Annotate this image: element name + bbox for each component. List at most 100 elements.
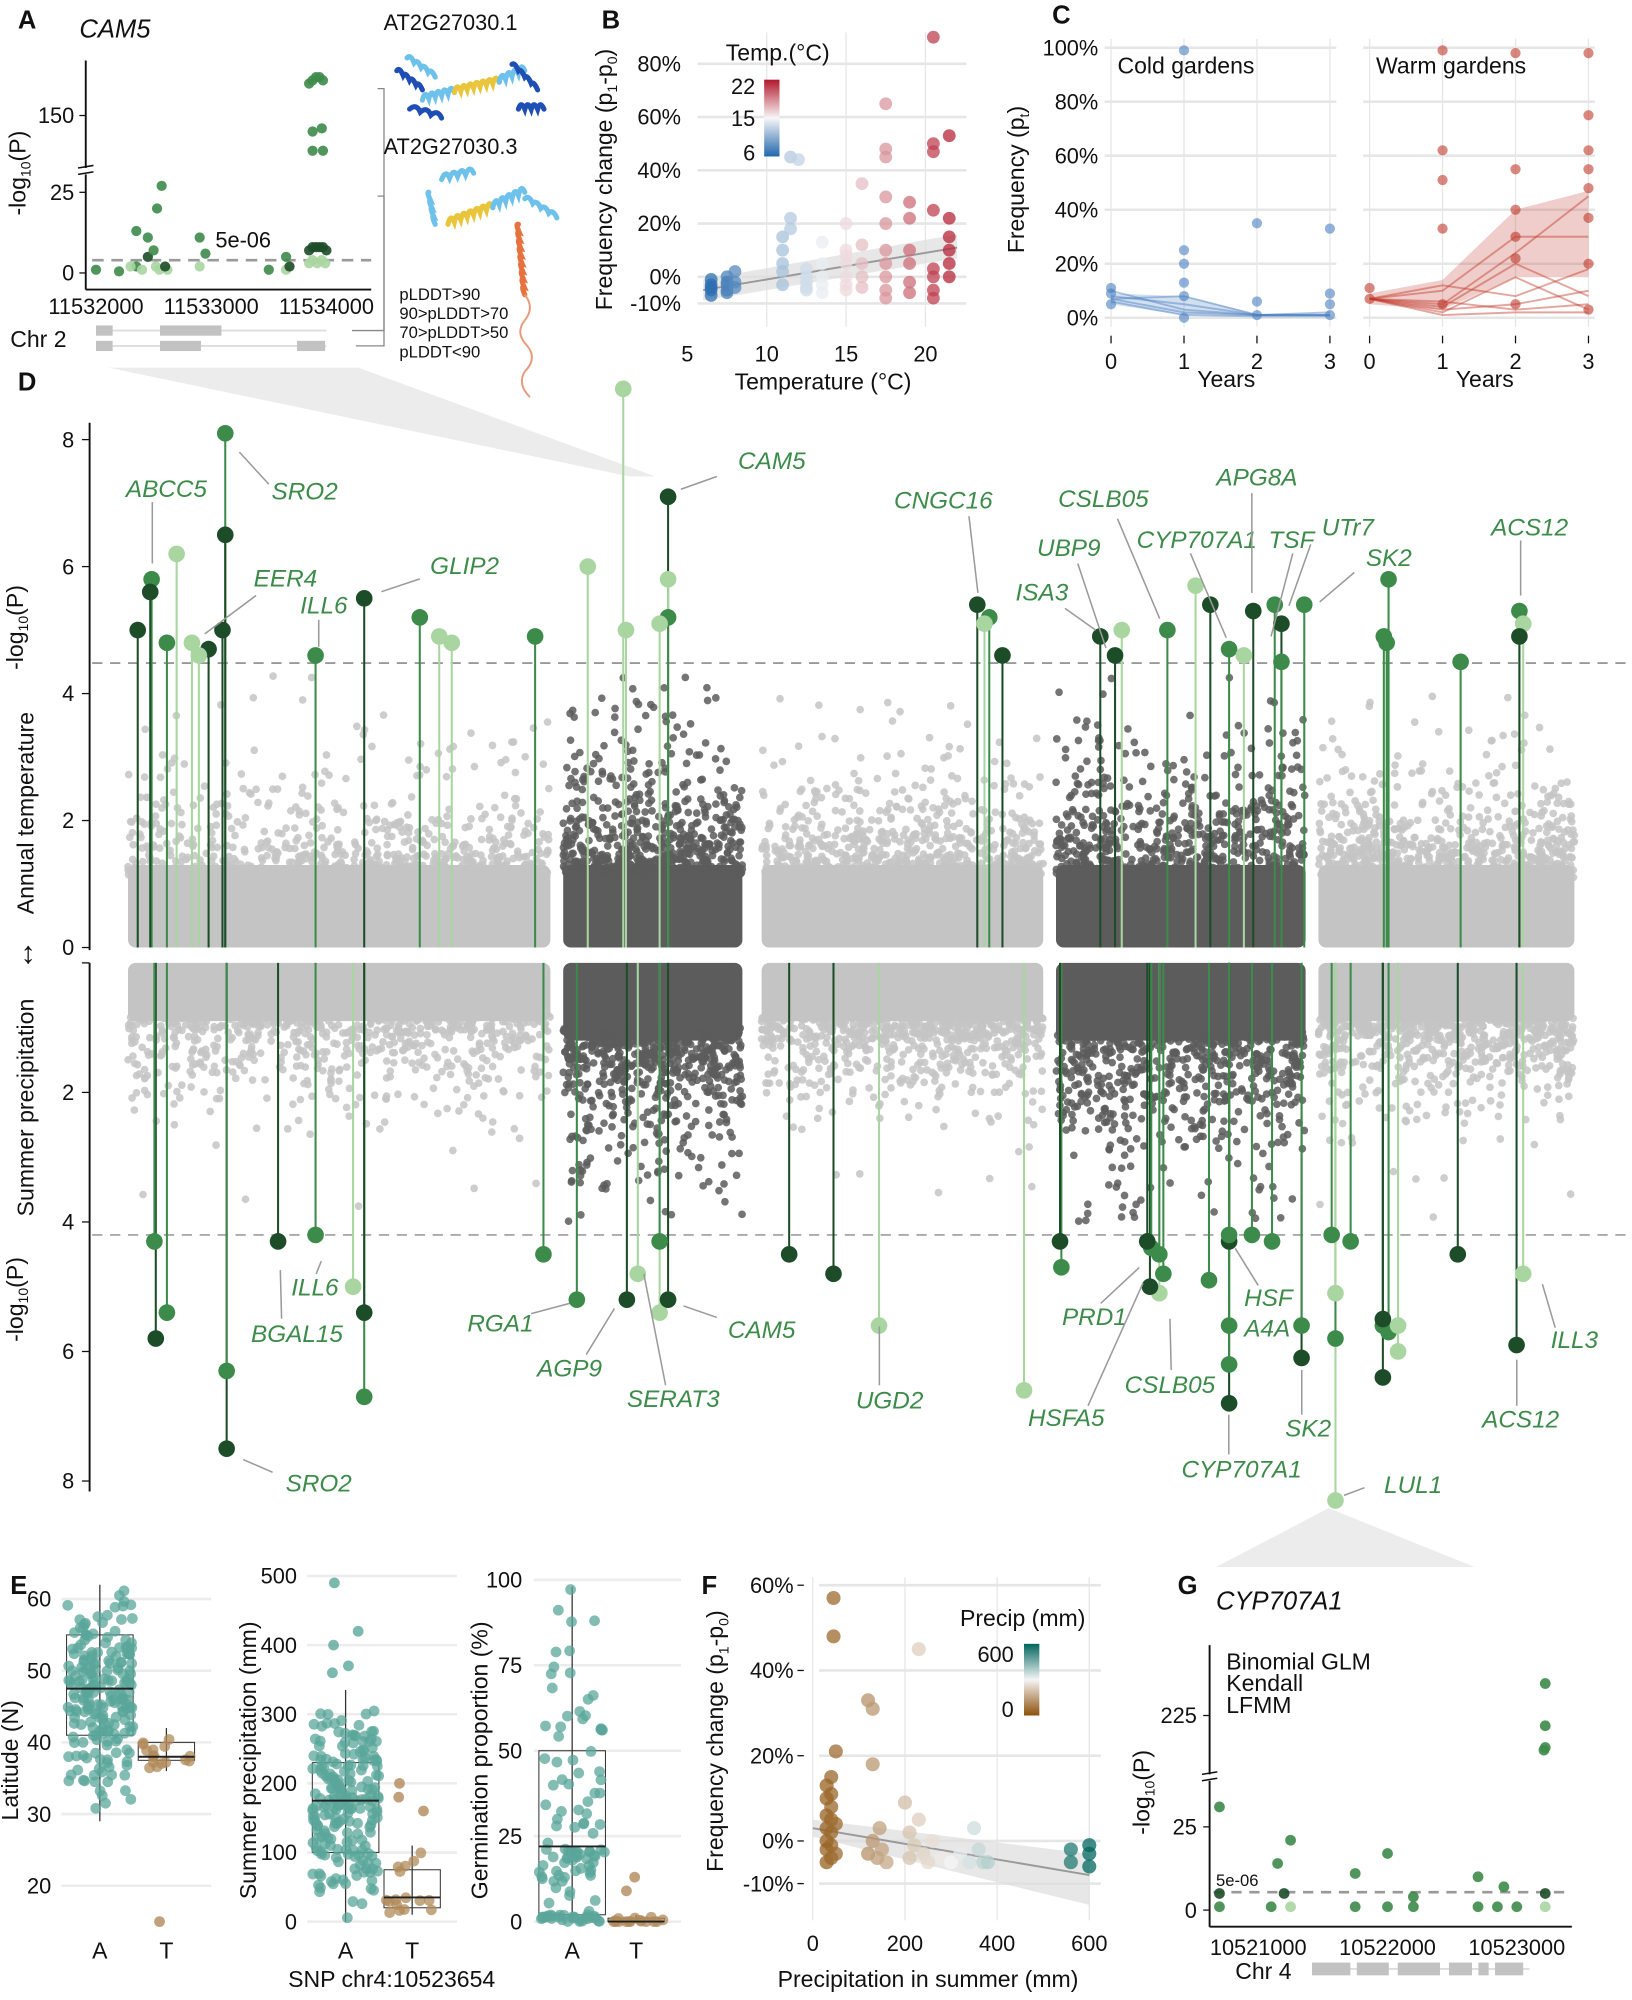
snp-point — [942, 1063, 950, 1072]
data-point — [1510, 47, 1521, 59]
snp-point — [588, 850, 597, 858]
snp-point — [1192, 853, 1201, 862]
snp-point — [582, 1161, 591, 1169]
snp-point — [692, 839, 700, 847]
protein-structure — [404, 54, 438, 80]
snp-point — [335, 1077, 343, 1086]
snp-point — [283, 1125, 292, 1133]
snp-point — [183, 839, 192, 848]
snp-point — [578, 785, 587, 794]
snp-point — [1032, 734, 1041, 743]
snp-point — [899, 1050, 907, 1059]
snp-point — [601, 1185, 610, 1193]
snp-point — [124, 770, 133, 779]
snp-point — [382, 1057, 391, 1065]
snp-point — [576, 1091, 584, 1099]
snp-point — [1216, 859, 1225, 868]
snp-point — [971, 1109, 980, 1118]
snp-point — [1234, 863, 1242, 872]
snp-point — [647, 796, 656, 805]
snp-point — [355, 1093, 364, 1102]
protein-structure — [522, 194, 560, 221]
snp-point — [600, 1080, 609, 1088]
snp-point — [627, 783, 635, 791]
snp-point — [909, 1065, 917, 1074]
snp-point — [411, 1065, 420, 1074]
snp-point — [580, 772, 588, 781]
colorbar — [764, 79, 780, 157]
snp-point — [158, 1026, 167, 1035]
snp-point — [274, 829, 282, 837]
snp-point — [1005, 1063, 1014, 1072]
snp-point — [441, 1012, 450, 1021]
snp-point — [833, 826, 842, 834]
snp-point — [261, 1075, 269, 1084]
snp-point — [669, 1028, 678, 1036]
snp-point — [970, 1016, 979, 1024]
snp-point — [728, 1096, 736, 1104]
snp-point — [806, 776, 815, 785]
snp-point — [1174, 825, 1183, 834]
snp-point — [1080, 844, 1089, 853]
snp-point — [761, 1012, 770, 1021]
snp-point — [942, 866, 951, 875]
snp-point — [1124, 725, 1132, 733]
data-point — [1437, 223, 1448, 234]
data-point — [317, 145, 329, 156]
snp-point — [673, 802, 681, 810]
x-axis-title: Years — [1197, 366, 1255, 392]
snp-point — [125, 1024, 133, 1033]
snp-point — [863, 1018, 872, 1026]
facet-title: Warm gardens — [1376, 52, 1526, 78]
snp-point — [400, 838, 409, 846]
snp-point — [1082, 790, 1090, 799]
snp-point — [1221, 799, 1230, 807]
snp-point — [500, 791, 509, 800]
snp-point — [890, 788, 899, 796]
snp-point — [966, 1063, 975, 1071]
snp-point — [354, 1202, 363, 1210]
snp-point — [383, 840, 391, 849]
snp-point — [287, 806, 295, 815]
snp-point — [638, 1049, 647, 1058]
snp-point — [132, 814, 141, 822]
snp-point — [522, 852, 531, 861]
snp-point — [909, 1077, 917, 1086]
snp-point — [357, 755, 365, 764]
snp-point — [698, 868, 707, 877]
snp-point — [1037, 1026, 1046, 1035]
colorbar-label: 6 — [743, 140, 755, 165]
snp-point — [315, 870, 324, 879]
snp-point — [385, 1041, 394, 1049]
snp-point — [184, 867, 193, 876]
snp-point — [835, 786, 843, 795]
axis-break — [78, 168, 94, 175]
snp-point — [387, 1032, 396, 1041]
snp-point — [600, 867, 609, 875]
snp-point — [955, 1014, 964, 1023]
snp-point — [451, 838, 459, 847]
snp-point — [1030, 847, 1039, 855]
snp-point — [128, 871, 137, 879]
snp-point — [1258, 832, 1267, 841]
data-point — [926, 145, 940, 159]
snp-point — [410, 1031, 419, 1039]
snp-point — [817, 1023, 826, 1032]
snp-point — [494, 872, 503, 881]
snp-point — [1288, 1195, 1297, 1203]
snp-point — [1107, 806, 1115, 814]
snp-point — [850, 769, 858, 778]
snp-point — [128, 1094, 136, 1102]
snp-point — [642, 820, 651, 828]
snp-point — [521, 752, 530, 761]
data-point — [1105, 282, 1117, 294]
snp-point — [321, 767, 329, 776]
snp-point — [167, 819, 176, 828]
snp-point — [328, 1013, 337, 1022]
snp-point — [1061, 745, 1070, 754]
y-tick-label: 25 — [50, 180, 74, 205]
snp-point — [371, 1031, 379, 1039]
snp-point — [608, 828, 617, 837]
snp-point — [887, 1058, 895, 1066]
snp-point — [1003, 837, 1011, 845]
